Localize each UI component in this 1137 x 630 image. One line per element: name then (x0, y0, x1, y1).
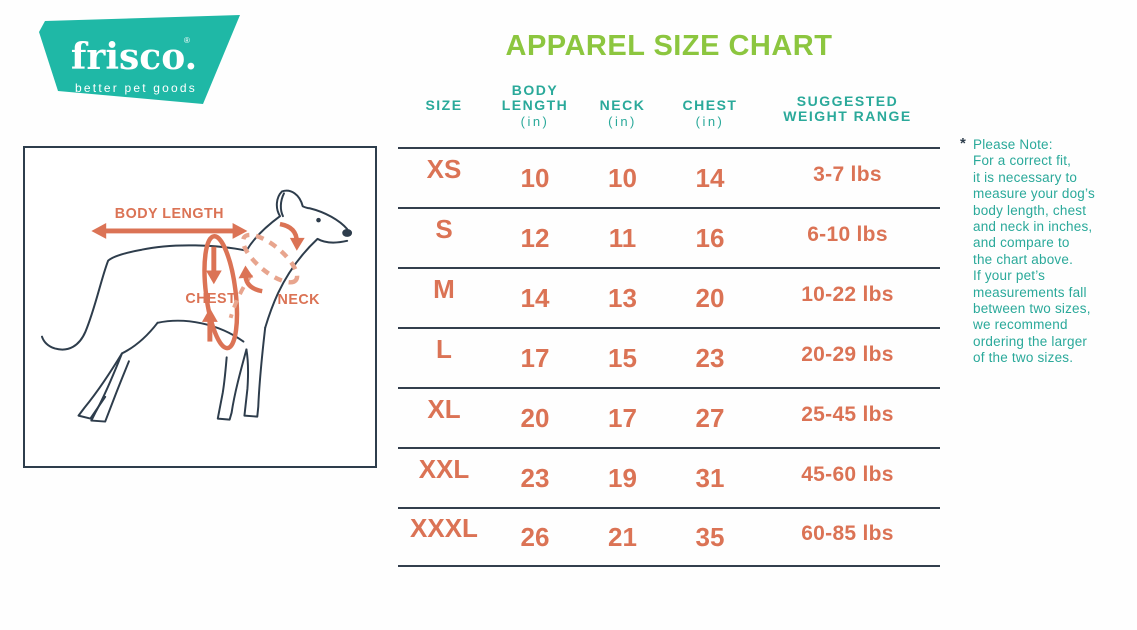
neck-arrow-top-head (289, 237, 305, 251)
cell-size: M (433, 274, 455, 304)
note-line: Please Note: (973, 137, 1053, 152)
cell-weight: 20-29 lbs (801, 343, 894, 366)
column-header-chest: CHEST (in) (665, 98, 755, 130)
cell-body: 23 (520, 462, 550, 493)
column-header-weight-range: SUGGESTED WEIGHT RANGE (755, 94, 940, 130)
cell-chest: 27 (695, 402, 725, 433)
cell-weight: 25-45 lbs (801, 403, 894, 426)
header-unit: (in) (695, 114, 725, 129)
cell-body: 10 (520, 162, 550, 193)
cell-neck: 19 (608, 462, 637, 493)
note-line: ordering the larger (973, 333, 1088, 349)
column-header-neck: NECK (in) (580, 98, 665, 130)
cell-weight: 6-10 lbs (807, 223, 888, 246)
cell-size: XXXL (410, 513, 478, 543)
header-line: CHEST (682, 97, 738, 113)
header-unit: (in) (520, 114, 550, 129)
note-line: we recommend (973, 317, 1068, 333)
cell-size: XS (426, 154, 462, 184)
header-line: NECK (599, 97, 646, 113)
chest-girth-ellipse (202, 234, 240, 351)
cell-body: 20 (520, 402, 550, 433)
note-line: between two sizes, (973, 301, 1091, 317)
cell-body: 26 (520, 521, 550, 552)
chest-arrow-down-head (205, 270, 222, 285)
cell-neck: 17 (608, 402, 637, 433)
header-line: SUGGESTED (796, 93, 899, 109)
cell-neck: 13 (608, 282, 637, 313)
cell-chest: 35 (695, 521, 725, 552)
table-row: S 12 11 16 6-10 lbs (398, 207, 940, 267)
header-line: LENGTH (501, 97, 569, 113)
cell-body: 12 (520, 222, 550, 253)
header-unit: (in) (608, 114, 637, 129)
dog-nose (342, 228, 353, 237)
column-header-body-length: BODY LENGTH (in) (490, 83, 580, 130)
note-line: body length, chest (973, 202, 1087, 218)
dog-diagram-svg: BODY LENGTH CHEST NECK (41, 189, 353, 423)
note-line: the chart above. (973, 251, 1074, 267)
asterisk-marker: * (960, 135, 967, 152)
note-line: of the two sizes. (973, 350, 1074, 366)
cell-chest: 31 (695, 462, 725, 493)
registered-mark: ® (184, 36, 190, 45)
logo-tagline: better pet goods (75, 81, 197, 95)
neck-girth-ellipse (240, 232, 300, 285)
cell-size: S (435, 214, 453, 244)
chest-arrow-up-head (201, 307, 218, 322)
table-row: XXL 23 19 31 45-60 lbs (398, 447, 940, 507)
note-line: If your pet’s (973, 268, 1046, 284)
table-row: XS 10 10 14 3-7 lbs (398, 147, 940, 207)
size-table-body: XS 10 10 14 3-7 lbs S 12 11 16 6-10 lbs … (398, 147, 940, 567)
cell-chest: 14 (695, 162, 725, 193)
neck-arrow-bottom-head (238, 265, 254, 279)
dog-measurement-diagram: BODY LENGTH CHEST NECK (23, 146, 377, 468)
cell-neck: 15 (608, 342, 637, 373)
cell-weight: 60-85 lbs (801, 522, 894, 545)
measurement-annotations: BODY LENGTH CHEST NECK (91, 206, 321, 351)
table-row: XXXL 26 21 35 60-85 lbs (398, 507, 940, 567)
table-row: M 14 13 20 10-22 lbs (398, 267, 940, 327)
frisco-logo: frisco. ® better pet goods (39, 15, 240, 104)
cell-weight: 45-60 lbs (801, 463, 894, 486)
note-line: For a correct fit, (973, 153, 1072, 169)
cell-size: XL (427, 394, 461, 424)
cell-chest: 16 (695, 222, 725, 253)
column-header-size: SIZE (398, 98, 490, 130)
cell-body: 14 (520, 282, 550, 313)
dog-outline-illustration (41, 189, 353, 423)
logo-banner-shape (39, 15, 240, 104)
cell-chest: 23 (695, 342, 725, 373)
note-line: and compare to (973, 235, 1070, 251)
note-line: and neck in inches, (973, 219, 1093, 235)
fit-note: * Please Note: For a correct fit, it is … (960, 135, 1129, 367)
header-line: BODY (511, 82, 559, 98)
header-line: WEIGHT RANGE (783, 108, 912, 124)
neck-label: NECK (278, 292, 321, 308)
size-table-header: SIZE BODY LENGTH (in) NECK (in) CHEST (i… (398, 80, 940, 130)
note-line: measure your dog’s (973, 186, 1095, 202)
chest-label: CHEST (185, 291, 236, 307)
header-line: SIZE (425, 97, 463, 113)
body-length-label: BODY LENGTH (115, 206, 224, 222)
cell-chest: 20 (695, 282, 725, 313)
note-line: it is necessary to (973, 169, 1078, 185)
cell-neck: 21 (608, 521, 637, 552)
cell-neck: 11 (608, 222, 637, 253)
cell-size: XXL (418, 454, 470, 484)
table-row: XL 20 17 27 25-45 lbs (398, 387, 940, 447)
cell-weight: 3-7 lbs (813, 163, 882, 186)
neck-to-chest-dashed-line (228, 273, 253, 319)
cell-weight: 10-22 lbs (801, 283, 894, 306)
table-row: L 17 15 23 20-29 lbs (398, 327, 940, 387)
cell-size: L (436, 334, 452, 364)
body-length-arrow (91, 223, 248, 239)
logo-wordmark: frisco. (71, 36, 197, 78)
page-title: APPAREL SIZE CHART (505, 30, 833, 62)
cell-neck: 10 (608, 162, 637, 193)
dog-eye (316, 217, 321, 223)
cell-body: 17 (520, 342, 550, 373)
note-line: measurements fall (973, 284, 1087, 300)
